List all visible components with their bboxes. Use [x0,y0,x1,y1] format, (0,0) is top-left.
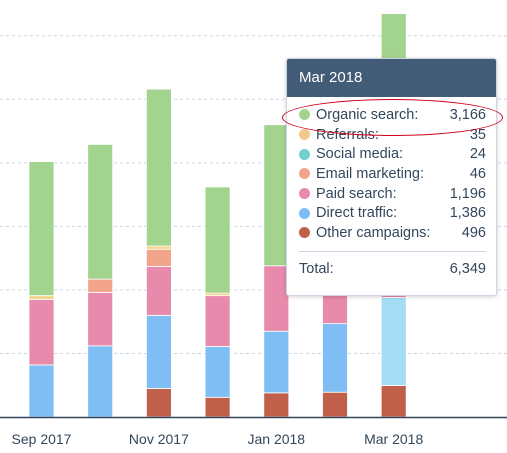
tooltip-total-value: 6,349 [449,260,486,277]
bar-segment-other-campaigns[interactable] [322,391,348,418]
bar-segment-direct-traffic[interactable] [263,330,290,394]
tooltip-value: 24 [469,146,486,163]
tooltip-title: Mar 2018 [287,59,496,97]
bar-segment-direct-traffic[interactable] [322,323,348,393]
x-tick-label: Mar 2018 [364,431,423,447]
bar-segment-paid-search[interactable] [28,299,55,366]
tooltip-value: 3,166 [449,106,486,123]
tooltip-label: Organic search: [316,106,419,123]
tooltip-rows: Organic search: 3,166 Referrals: 35 Soci… [287,97,496,243]
bar-segment-paid-search[interactable] [145,266,172,316]
bar-segment-email-marketing[interactable] [87,278,114,293]
tooltip-value: 1,196 [449,185,486,202]
tooltip-label: Other campaigns: [316,224,431,241]
direct-traffic-legend-dot [299,207,310,219]
tooltip-total-row: Total: 6,349 [287,252,496,282]
bar-segment-referrals[interactable] [145,245,172,250]
tooltip-value: 1,386 [449,205,486,222]
grid-lines [0,35,507,354]
x-tick-labels: Sep 2017 Nov 2017 Jan 2018 Mar 2018 [12,431,424,447]
bar-segment-referrals[interactable] [28,295,55,300]
bar-segment-other-campaigns[interactable] [204,396,231,418]
bar-segment-other-campaigns[interactable] [145,388,172,418]
social-media-legend-dot [299,148,310,160]
bar-segment-other-campaigns[interactable] [263,392,290,418]
bar-segment-organic-search[interactable] [263,124,290,267]
bar-segment-direct-traffic[interactable] [204,346,231,398]
tooltip-row-referrals: Referrals: 35 [299,125,486,145]
tooltip-divider [299,250,486,252]
tooltip-value: 496 [461,224,486,241]
tooltip-value: 35 [469,126,486,143]
tooltip-row-social-media: Social media: 24 [299,144,486,164]
referrals-legend-dot [299,129,310,141]
tooltip-row-paid-search: Paid search: 1,196 [299,184,486,204]
hover-tooltip: Mar 2018 Organic search: 3,166 Referrals… [286,58,497,296]
bar-segment-paid-search[interactable] [87,292,114,347]
bar-segment-other-campaigns[interactable] [380,385,407,418]
tooltip-row-organic-search: Organic search: 3,166 [299,105,486,125]
bar-segment-organic-search[interactable] [204,186,231,294]
tooltip-value: 46 [469,165,486,182]
x-tick-label: Nov 2017 [129,431,189,447]
x-tick-label: Jan 2018 [247,431,305,447]
bar-segment-direct-traffic[interactable] [145,314,172,389]
tooltip-label: Referrals: [316,126,379,143]
bar-segment-direct-traffic[interactable] [87,345,114,418]
bar-segment-paid-search[interactable] [204,295,231,347]
bar-segment-organic-search[interactable] [145,88,172,247]
tooltip-row-email-marketing: Email marketing: 46 [299,164,486,184]
tooltip-label: Direct traffic: [316,205,398,222]
x-tick-label: Sep 2017 [12,431,72,447]
tooltip-row-direct-traffic: Direct traffic: 1,386 [299,203,486,223]
other-campaigns-legend-dot [299,227,310,239]
tooltip-total-label: Total: [299,260,334,277]
tooltip-label: Paid search: [316,185,397,202]
bar-segment-direct-traffic[interactable] [28,364,55,418]
bar-segment-direct-traffic[interactable] [380,297,407,386]
tooltip-label: Email marketing: [316,165,424,182]
bar-segment-email-marketing[interactable] [145,248,172,267]
bar-segment-organic-search[interactable] [28,161,55,297]
paid-search-legend-dot [299,188,310,200]
organic-search-legend-dot [299,109,310,121]
bar-segment-organic-search[interactable] [87,144,114,280]
tooltip-row-other-campaigns: Other campaigns: 496 [299,223,486,243]
tooltip-label: Social media: [316,146,404,163]
email-marketing-legend-dot [299,168,310,180]
